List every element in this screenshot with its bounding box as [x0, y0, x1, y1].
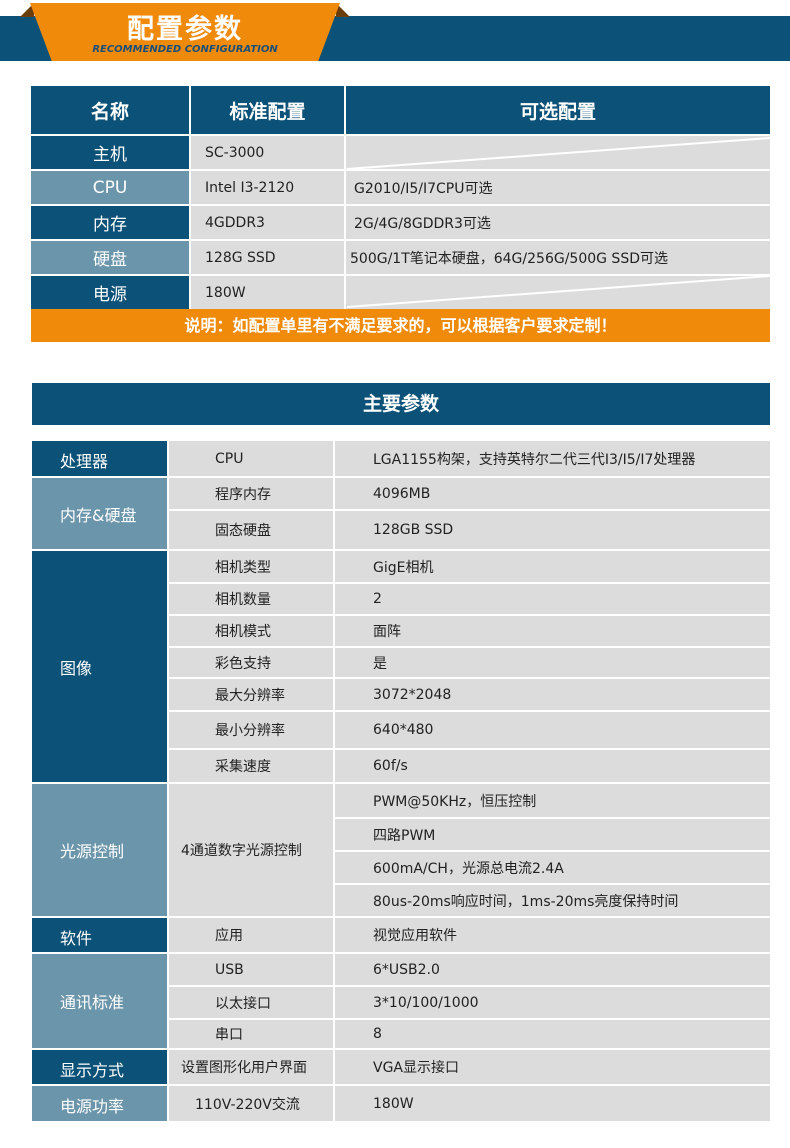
- config-standard: 180W: [191, 276, 344, 309]
- config-optional: [346, 276, 770, 309]
- params-table: 处理器 CPU LGA1155构架，支持英特尔二代三代I3/I5/I7处理器 内存&…: [30, 439, 772, 1123]
- param-row: 最小分辨率 640*480: [32, 712, 770, 748]
- param-value: LGA1155构架，支持英特尔二代三代I3/I5/I7处理器: [335, 441, 770, 476]
- col-header: 标准配置: [191, 86, 344, 134]
- param-value: 面阵: [335, 616, 770, 646]
- param-value: VGA显示接口: [335, 1050, 770, 1084]
- param-row: 彩色支持是: [32, 648, 770, 677]
- param-key: CPU: [169, 441, 333, 476]
- param-key: 最小分辨率: [169, 712, 333, 748]
- param-row: 光源控制 4通道数字光源控制 PWM@50KHz，恒压控制: [32, 784, 770, 916]
- config-name: 硬盘: [31, 241, 189, 274]
- param-key: 最大分辨率: [169, 679, 333, 710]
- param-key: 相机模式: [169, 616, 333, 646]
- config-optional: 2G/4G/8GDDR3可选: [346, 206, 770, 239]
- param-key: 设置图形化用户界面: [169, 1050, 333, 1084]
- param-value: 3072*2048: [335, 679, 770, 710]
- param-value: GigE相机: [335, 551, 770, 582]
- param-row: 相机模式 面阵: [32, 616, 770, 646]
- param-key: 串口: [169, 1020, 333, 1048]
- param-value: PWM@50KHz，恒压控制: [335, 784, 770, 817]
- param-value: 2: [335, 584, 770, 614]
- config-row: 硬盘 128G SSD 500G/1T笔记本硬盘，64G/256G/500G SSD…: [31, 241, 770, 274]
- param-value: 80us-20ms响应时间，1ms-20ms亮度保持时间: [335, 885, 770, 916]
- param-row: 处理器 CPU LGA1155构架，支持英特尔二代三代I3/I5/I7处理器: [32, 441, 770, 476]
- config-optional: 500G/1T笔记本硬盘，64G/256G/500G SSD可选: [346, 241, 770, 274]
- param-key: 相机类型: [169, 551, 333, 582]
- param-key: 程序内存: [169, 478, 333, 509]
- param-row: 相机数量 2: [32, 584, 770, 614]
- config-row: 内存 4GDDR3 2G/4G/8GDDR3可选: [31, 206, 770, 239]
- group-label: 软件: [32, 918, 167, 952]
- param-value: 6*USB2.0: [335, 954, 770, 985]
- param-row: 内存&硬盘 程序内存 4096MB: [32, 478, 770, 549]
- param-value: 600mA/CH，光源总电流2.4A: [335, 852, 770, 883]
- config-optional: [346, 136, 770, 169]
- param-row: 80us-20ms响应时间，1ms-20ms亮度保持时间: [32, 885, 770, 916]
- config-row: 电源 180W: [31, 276, 770, 309]
- param-key: 采集速度: [169, 750, 333, 782]
- param-key: 110V-220V交流: [169, 1086, 333, 1121]
- param-value: 3*10/100/1000: [335, 987, 770, 1018]
- group-label: 处理器: [32, 441, 167, 476]
- param-row: 固态硬盘 128GB SSD: [32, 511, 770, 549]
- config-name: 主机: [31, 136, 189, 169]
- param-key: 彩色支持: [169, 648, 333, 677]
- param-key: 相机数量: [169, 584, 333, 614]
- config-standard: 128G SSD: [191, 241, 344, 274]
- config-row: CPU Intel I3-2120 G2010/I5/I7CPU可选: [31, 171, 770, 204]
- group-label: 电源功率: [32, 1086, 167, 1121]
- group-label: 显示方式: [32, 1050, 167, 1084]
- param-row: 采集速度 60f/s: [32, 750, 770, 782]
- group-label: 通讯标准: [32, 954, 167, 1048]
- param-value: 640*480: [335, 712, 770, 748]
- param-value: 60f/s: [335, 750, 770, 782]
- param-row: 串口 8: [32, 1020, 770, 1048]
- title-ribbon: 配置参数 RECOMMENDED CONFIGURATION: [30, 3, 340, 61]
- param-value: 4096MB: [335, 478, 770, 509]
- config-note: 说明：如配置单里有不满足要求的，可以根据客户要求定制！: [31, 309, 770, 342]
- params-title: 主要参数: [32, 383, 770, 425]
- config-table: 名称 标准配置 可选配置 主机 SC-3000 CPU Intel I3-2120 G…: [29, 84, 772, 311]
- col-header: 可选配置: [346, 86, 770, 134]
- group-label: 光源控制: [32, 784, 167, 916]
- config-standard: 4GDDR3: [191, 206, 344, 239]
- config-name: 电源: [31, 276, 189, 309]
- param-row: 电源功率 110V-220V交流 180W: [32, 1086, 770, 1121]
- col-header: 名称: [31, 86, 189, 134]
- config-row: 主机 SC-3000: [31, 136, 770, 169]
- page-subtitle: RECOMMENDED CONFIGURATION: [92, 44, 278, 55]
- param-key: 应用: [169, 918, 333, 952]
- param-row: 最大分辨率 3072*2048: [32, 679, 770, 710]
- param-row: 显示方式 设置图形化用户界面 VGA显示接口: [32, 1050, 770, 1084]
- param-value: 180W: [335, 1086, 770, 1121]
- group-label: 内存&硬盘: [32, 478, 167, 549]
- param-key: USB: [169, 954, 333, 985]
- param-key: 4通道数字光源控制: [169, 784, 333, 916]
- page-title: 配置参数: [127, 14, 243, 45]
- config-header-row: 名称 标准配置 可选配置: [31, 86, 770, 134]
- param-row: 600mA/CH，光源总电流2.4A: [32, 852, 770, 883]
- param-value: 视觉应用软件: [335, 918, 770, 952]
- param-value: 8: [335, 1020, 770, 1048]
- param-row: 软件 应用 视觉应用软件: [32, 918, 770, 952]
- param-value: 128GB SSD: [335, 511, 770, 549]
- param-row: 以太接口 3*10/100/1000: [32, 987, 770, 1018]
- param-value: 四路PWM: [335, 819, 770, 850]
- config-optional: G2010/I5/I7CPU可选: [346, 171, 770, 204]
- config-standard: Intel I3-2120: [191, 171, 344, 204]
- param-row: 四路PWM: [32, 819, 770, 850]
- config-standard: SC-3000: [191, 136, 344, 169]
- param-row: 通讯标准 USB 6*USB2.0: [32, 954, 770, 1048]
- config-name: CPU: [31, 171, 189, 204]
- param-key: 以太接口: [169, 987, 333, 1018]
- param-key: 固态硬盘: [169, 511, 333, 549]
- param-value: 是: [335, 648, 770, 677]
- group-label: 图像: [32, 551, 167, 782]
- param-row: 图像 相机类型 GigE相机: [32, 551, 770, 782]
- config-name: 内存: [31, 206, 189, 239]
